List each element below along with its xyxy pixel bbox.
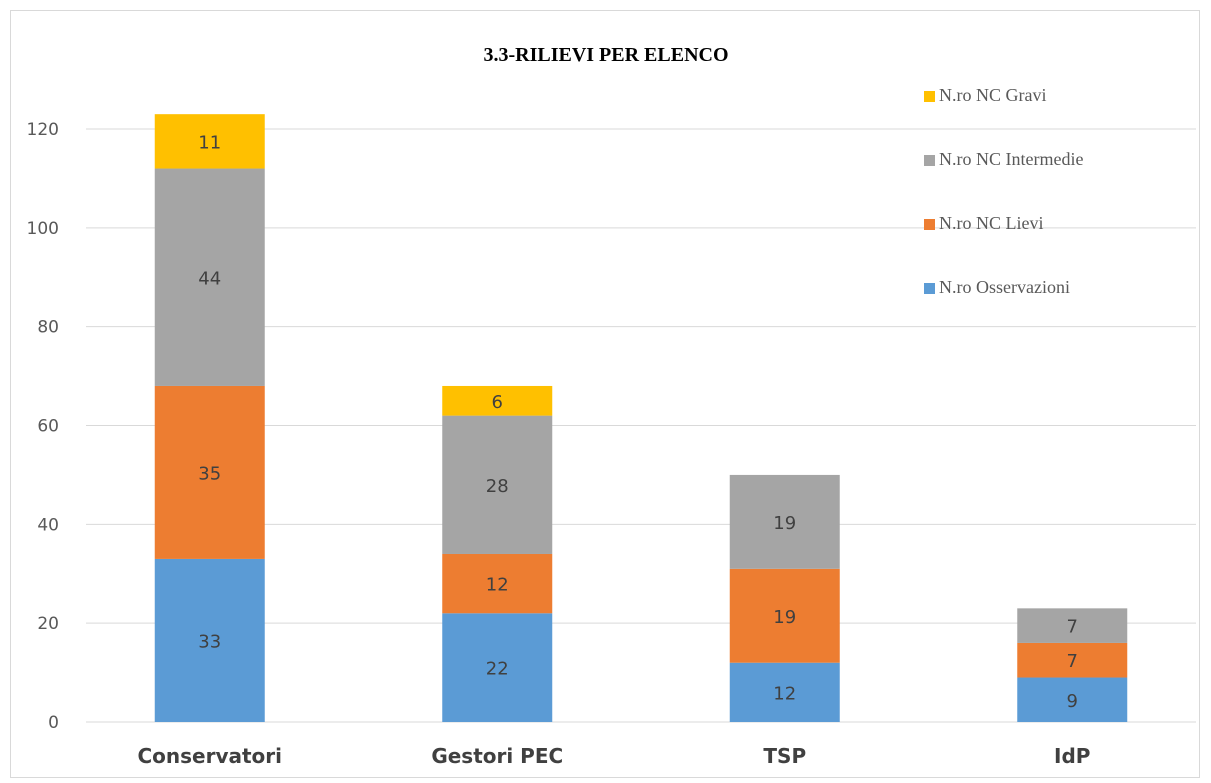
bar-segment bbox=[1017, 642, 1128, 678]
y-axis-ticks: 0 20 40 60 80 100 120 bbox=[27, 120, 59, 733]
y-tick-label: 120 bbox=[27, 120, 59, 140]
data-label: 6 bbox=[492, 392, 503, 413]
chart-frame: 3.3-RILIEVI PER ELENCO 0 20 40 60 80 100 120 3… bbox=[10, 10, 1200, 778]
data-labels: 33 35 44 11 22 12 28 6 12 19 19 9 7 7 bbox=[198, 132, 1078, 711]
legend-swatch bbox=[924, 155, 935, 166]
legend-label: N.ro NC Lievi bbox=[939, 213, 1043, 233]
bar-segment bbox=[154, 385, 265, 559]
bar-segment bbox=[154, 114, 265, 169]
category-label: Gestori PEC bbox=[431, 744, 563, 768]
stacked-bar-chart: 3.3-RILIEVI PER ELENCO 0 20 40 60 80 100 120 3… bbox=[27, 44, 1196, 768]
bar-segment bbox=[729, 662, 840, 722]
y-tick-label: 20 bbox=[37, 614, 59, 634]
legend-label: N.ro NC Intermedie bbox=[939, 149, 1083, 169]
bar-segment bbox=[729, 474, 840, 569]
legend-swatch bbox=[924, 283, 935, 294]
legend-swatch bbox=[924, 219, 935, 230]
data-label: 28 bbox=[486, 476, 509, 497]
legend-label: N.ro Osservazioni bbox=[939, 277, 1070, 297]
y-tick-label: 80 bbox=[37, 318, 59, 338]
data-label: 33 bbox=[198, 631, 221, 652]
data-label: 7 bbox=[1067, 617, 1078, 638]
data-label: 9 bbox=[1067, 691, 1078, 712]
bar-segment bbox=[1017, 677, 1128, 722]
bar-segment bbox=[442, 415, 553, 554]
legend-swatch bbox=[924, 91, 935, 102]
category-label: IdP bbox=[1054, 744, 1090, 768]
data-label: 12 bbox=[486, 575, 509, 596]
data-label: 11 bbox=[198, 132, 221, 153]
bar-segment bbox=[442, 385, 553, 416]
gridlines bbox=[86, 128, 1196, 723]
bar-segment bbox=[154, 168, 265, 386]
data-label: 19 bbox=[773, 607, 796, 628]
y-tick-label: 40 bbox=[37, 515, 59, 535]
legend: N.ro NC Gravi N.ro NC Intermedie N.ro NC L… bbox=[924, 85, 1083, 297]
data-label: 35 bbox=[198, 463, 221, 484]
legend-label: N.ro NC Gravi bbox=[939, 85, 1046, 105]
data-label: 12 bbox=[773, 683, 796, 704]
y-tick-label: 60 bbox=[37, 417, 59, 437]
bar-segment bbox=[442, 613, 553, 722]
data-label: 7 bbox=[1067, 651, 1078, 672]
y-tick-label: 100 bbox=[27, 219, 59, 239]
category-label: Conservatori bbox=[137, 744, 282, 768]
chart-title: 3.3-RILIEVI PER ELENCO bbox=[483, 44, 728, 66]
bar-segment bbox=[442, 553, 553, 614]
category-labels: Conservatori Gestori PEC TSP IdP bbox=[137, 744, 1090, 768]
bars bbox=[154, 114, 1128, 722]
data-label: 44 bbox=[198, 268, 221, 289]
bar-segment bbox=[1017, 608, 1128, 643]
category-label: TSP bbox=[763, 744, 806, 768]
bar-segment bbox=[729, 568, 840, 663]
y-tick-label: 0 bbox=[48, 713, 59, 733]
data-label: 19 bbox=[773, 513, 796, 534]
data-label: 22 bbox=[486, 659, 509, 680]
bar-segment bbox=[154, 558, 265, 722]
